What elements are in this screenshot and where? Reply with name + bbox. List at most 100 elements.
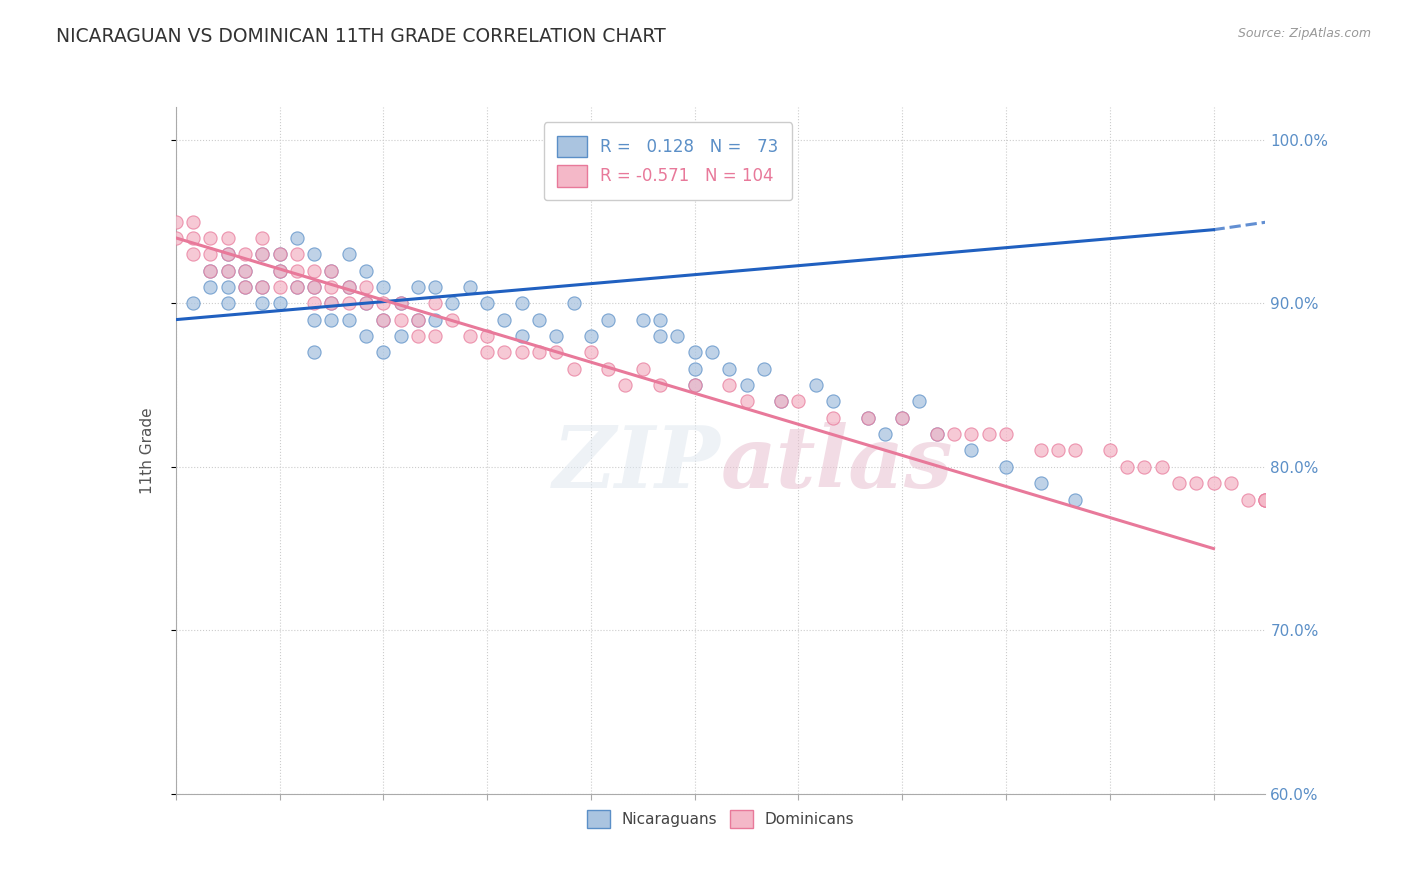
Point	[165, 214, 187, 228]
Point	[735, 378, 758, 392]
Y-axis label: 11th Grade: 11th Grade	[141, 407, 155, 494]
Point	[373, 312, 395, 326]
Point	[285, 231, 308, 245]
Point	[302, 263, 325, 277]
Text: NICARAGUAN VS DOMINICAN 11TH GRADE CORRELATION CHART: NICARAGUAN VS DOMINICAN 11TH GRADE CORRE…	[56, 27, 666, 45]
Point	[200, 280, 222, 294]
Point	[285, 247, 308, 261]
Point	[252, 231, 274, 245]
Point	[873, 427, 896, 442]
Point	[821, 410, 844, 425]
Point	[269, 280, 291, 294]
Point	[1064, 492, 1087, 507]
Point	[373, 296, 395, 310]
Point	[683, 378, 706, 392]
Point	[1289, 508, 1312, 523]
Point	[683, 345, 706, 359]
Point	[252, 280, 274, 294]
Point	[321, 296, 343, 310]
Point	[425, 296, 447, 310]
Point	[579, 329, 602, 343]
Point	[217, 280, 239, 294]
Point	[354, 280, 377, 294]
Point	[579, 345, 602, 359]
Point	[510, 329, 533, 343]
Point	[718, 361, 741, 376]
Point	[770, 394, 793, 409]
Point	[252, 280, 274, 294]
Point	[233, 263, 256, 277]
Point	[406, 280, 429, 294]
Point	[856, 410, 879, 425]
Point	[1323, 508, 1346, 523]
Point	[1392, 525, 1406, 540]
Point	[181, 231, 204, 245]
Point	[406, 312, 429, 326]
Point	[1098, 443, 1121, 458]
Point	[233, 280, 256, 294]
Point	[269, 263, 291, 277]
Point	[389, 296, 412, 310]
Point	[337, 247, 360, 261]
Point	[302, 247, 325, 261]
Point	[217, 247, 239, 261]
Point	[994, 459, 1017, 474]
Point	[562, 361, 585, 376]
Point	[425, 329, 447, 343]
Point	[321, 263, 343, 277]
Point	[598, 312, 620, 326]
Point	[269, 247, 291, 261]
Point	[960, 443, 983, 458]
Point	[217, 263, 239, 277]
Point	[546, 345, 568, 359]
Point	[527, 345, 550, 359]
Point	[562, 296, 585, 310]
Point	[494, 345, 516, 359]
Point	[718, 378, 741, 392]
Point	[891, 410, 914, 425]
Point	[285, 280, 308, 294]
Point	[200, 263, 222, 277]
Point	[1237, 492, 1260, 507]
Point	[631, 312, 654, 326]
Point	[200, 263, 222, 277]
Point	[389, 312, 412, 326]
Point	[943, 427, 966, 442]
Point	[233, 247, 256, 261]
Point	[200, 231, 222, 245]
Point	[373, 312, 395, 326]
Point	[252, 296, 274, 310]
Point	[217, 247, 239, 261]
Point	[321, 263, 343, 277]
Point	[1150, 459, 1173, 474]
Point	[233, 263, 256, 277]
Point	[200, 247, 222, 261]
Point	[165, 231, 187, 245]
Point	[181, 247, 204, 261]
Point	[1341, 508, 1364, 523]
Point	[354, 263, 377, 277]
Point	[269, 263, 291, 277]
Point	[389, 296, 412, 310]
Point	[252, 247, 274, 261]
Point	[960, 427, 983, 442]
Point	[770, 394, 793, 409]
Point	[494, 312, 516, 326]
Point	[510, 296, 533, 310]
Point	[441, 296, 464, 310]
Point	[252, 247, 274, 261]
Point	[475, 329, 498, 343]
Point	[181, 296, 204, 310]
Point	[373, 280, 395, 294]
Point	[856, 410, 879, 425]
Point	[285, 263, 308, 277]
Point	[1167, 476, 1189, 491]
Point	[302, 345, 325, 359]
Point	[666, 329, 689, 343]
Point	[977, 427, 1000, 442]
Point	[1254, 492, 1277, 507]
Point	[925, 427, 948, 442]
Point	[1254, 492, 1277, 507]
Point	[406, 329, 429, 343]
Point	[510, 345, 533, 359]
